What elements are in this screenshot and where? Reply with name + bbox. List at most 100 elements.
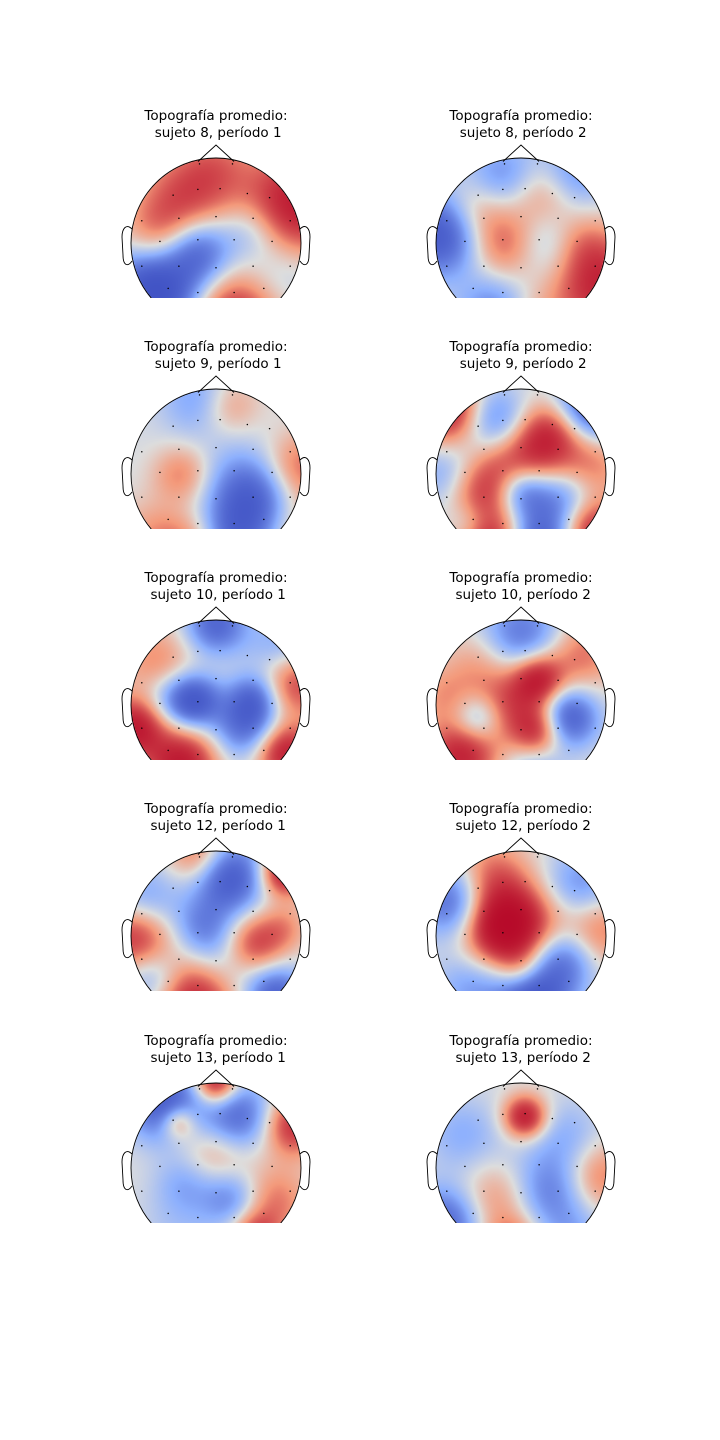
- sensor-dot: [594, 450, 596, 453]
- topomap-head: [121, 837, 311, 991]
- sensor-dot: [557, 1190, 559, 1192]
- topomap-panel: Topografía promedio: sujeto 13, período …: [101, 1033, 331, 1263]
- sensor-dot: [215, 677, 217, 680]
- sensor-dot: [289, 681, 291, 684]
- sensor-dot: [141, 1144, 143, 1147]
- sensor-dot: [233, 238, 235, 241]
- left-ear-outline: [121, 226, 133, 266]
- sensor-dot: [178, 1190, 180, 1192]
- sensor-dot: [551, 654, 554, 657]
- panel-title-line2: sujeto 9, período 1: [150, 356, 282, 372]
- sensor-dot: [446, 219, 448, 222]
- sensor-dot: [233, 1163, 235, 1166]
- panel-title-line2: sujeto 8, período 2: [455, 125, 587, 141]
- left-ear-outline: [121, 1151, 133, 1191]
- sensor-dot: [178, 1142, 180, 1145]
- sensor-dot: [502, 1163, 504, 1166]
- sensor-dot: [178, 265, 180, 267]
- sensor-dot: [178, 448, 180, 451]
- panel-title-line1: Topografía promedio:: [144, 570, 288, 586]
- topomap-field: [436, 620, 606, 760]
- nose-outline: [197, 837, 235, 855]
- sensor-dot: [446, 912, 448, 915]
- head-outline: [435, 388, 607, 529]
- nose-outline: [502, 606, 540, 624]
- panel-title: Topografía promedio: sujeto 8, período 1: [101, 108, 331, 142]
- sensor-dot: [252, 910, 254, 913]
- sensor-dot: [178, 958, 180, 960]
- sensor-dot: [246, 654, 249, 657]
- sensor-dot: [271, 471, 273, 474]
- sensor-dot: [197, 469, 199, 472]
- sensor-dot: [263, 980, 265, 983]
- sensor-dot: [172, 887, 174, 889]
- nose-outline: [502, 144, 540, 162]
- sensor-dot: [446, 496, 448, 498]
- sensor-dot: [551, 885, 554, 888]
- left-ear-outline: [121, 919, 133, 959]
- sensor-dot: [263, 749, 265, 752]
- sensor-dot: [551, 423, 554, 426]
- sensor-dot: [289, 219, 291, 222]
- sensor-dot: [520, 215, 522, 218]
- sensor-dot: [233, 700, 235, 703]
- sensor-dot: [233, 522, 235, 525]
- nose-outline: [502, 375, 540, 393]
- sensor-dot: [215, 215, 217, 218]
- sensor-dot: [483, 727, 485, 729]
- topomap-panel: Topografía promedio: sujeto 12, período …: [101, 801, 331, 1031]
- nose-outline: [197, 606, 235, 624]
- sensor-dot: [198, 625, 201, 627]
- panel-title: Topografía promedio: sujeto 9, período 2: [406, 339, 636, 373]
- sensor-dot: [178, 217, 180, 220]
- sensor-dot: [172, 425, 174, 427]
- sensor-dot: [446, 1144, 448, 1147]
- sensor-dot: [520, 908, 522, 911]
- sensor-dot: [233, 984, 235, 987]
- panel-title: Topografía promedio: sujeto 9, período 1: [101, 339, 331, 373]
- head-outline: [130, 850, 302, 991]
- sensor-dot: [573, 889, 576, 892]
- topomap-head: [426, 375, 616, 529]
- nose-outline: [197, 144, 235, 162]
- sensor-dot: [289, 912, 291, 915]
- left-ear-outline: [426, 688, 438, 728]
- topomap-panel: Topografía promedio: sujeto 9, período 2: [406, 339, 636, 569]
- sensor-dot: [483, 265, 485, 267]
- sensor-dot: [483, 910, 485, 913]
- right-ear-outline: [604, 1151, 616, 1191]
- panel-title: Topografía promedio: sujeto 8, período 2: [406, 108, 636, 142]
- sensor-dot: [252, 265, 254, 267]
- sensor-dot: [197, 931, 199, 934]
- sensor-dot: [159, 1165, 161, 1168]
- sensor-dot: [538, 753, 540, 756]
- sensor-dot: [197, 753, 199, 756]
- sensor-dot: [219, 880, 221, 883]
- sensor-dot: [502, 650, 504, 653]
- panel-title-line2: sujeto 12, período 1: [146, 818, 286, 834]
- sensor-dot: [520, 266, 522, 269]
- topomap-panel: Topografía promedio: sujeto 9, período 1: [101, 339, 331, 569]
- sensor-dot: [219, 649, 221, 652]
- sensor-dot: [233, 469, 235, 472]
- sensor-dot: [198, 394, 201, 396]
- sensor-dot: [576, 471, 578, 474]
- sensor-dot: [197, 419, 199, 422]
- topomap-field: [131, 851, 301, 991]
- sensor-dot: [551, 192, 554, 195]
- sensor-dot: [172, 194, 174, 196]
- sensor-dot: [172, 1119, 174, 1121]
- sensor-dot: [557, 910, 559, 913]
- topomap-field: [436, 851, 606, 991]
- topomap-field: [131, 1083, 301, 1223]
- panel-title: Topografía promedio: sujeto 13, período …: [406, 1033, 636, 1067]
- sensor-dot: [524, 187, 526, 190]
- sensor-dot: [502, 1113, 504, 1116]
- sensor-dot: [289, 265, 291, 267]
- head-outline: [130, 388, 302, 529]
- sensor-dot: [215, 959, 217, 962]
- sensor-dot: [538, 931, 540, 934]
- sensor-dot: [268, 427, 271, 430]
- sensor-dot: [520, 1140, 522, 1143]
